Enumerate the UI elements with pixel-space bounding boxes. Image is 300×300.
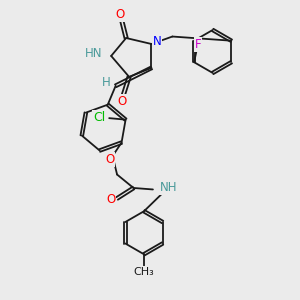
Text: O: O xyxy=(117,95,126,108)
Text: Cl: Cl xyxy=(94,111,106,124)
Text: O: O xyxy=(116,8,125,21)
Text: NH: NH xyxy=(160,182,177,194)
Text: O: O xyxy=(105,153,114,166)
Text: O: O xyxy=(106,194,115,206)
Text: H: H xyxy=(102,76,111,89)
Text: CH₃: CH₃ xyxy=(134,267,154,277)
Text: F: F xyxy=(195,38,201,51)
Text: HN: HN xyxy=(85,47,103,60)
Text: N: N xyxy=(152,34,161,47)
